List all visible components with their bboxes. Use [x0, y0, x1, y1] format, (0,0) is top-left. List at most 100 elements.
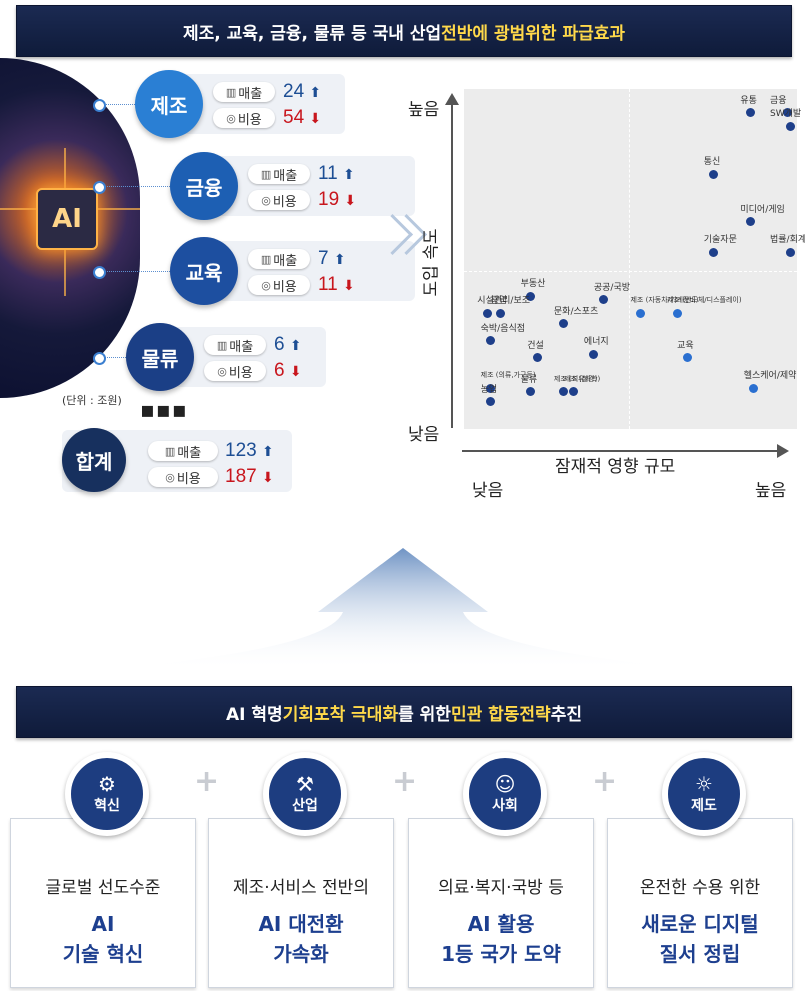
sector-connector: [98, 186, 170, 187]
sales-value: 7 ⬆: [318, 248, 346, 270]
quadrant-divider-v: [629, 89, 630, 429]
total-circle: 합계: [62, 428, 126, 492]
arrow-down-icon: ⬇: [343, 277, 355, 293]
arrow-down-icon: ⬇: [289, 363, 302, 379]
cost-tag: ◎ 비용: [248, 190, 310, 210]
chart-point: [482, 308, 492, 318]
bottom-banner: AI 혁명 기회포착 극대화 를 위한 민관 합동전략 추진: [16, 686, 792, 738]
sales-number: 7: [318, 248, 329, 269]
y-axis: [451, 100, 453, 428]
chart-point-label: 시설관리/보조: [477, 296, 531, 307]
arrow-down-icon: ⬇: [261, 469, 274, 485]
cost-label: 비용: [237, 112, 262, 128]
sales-tag: ▥ 매출: [248, 164, 310, 184]
sector-connector-dot: [93, 352, 106, 365]
society-icon: ☺: [494, 772, 516, 796]
ellipsis: ▪▪▪: [140, 398, 188, 423]
cost-tag: ◎ 비용: [204, 361, 266, 381]
pillar-name: 사회: [492, 798, 518, 814]
cost-tag: ◎ 비용: [248, 275, 310, 295]
x-axis-label: 잠재적 영향 규모: [555, 457, 676, 477]
pillar-name: 제도: [691, 798, 717, 814]
pillar-title-line1: AI 대전환: [258, 912, 344, 936]
chart-point-label: 미디어/게임: [740, 204, 785, 215]
pillar-subtitle: 온전한 수용 위한: [639, 878, 761, 898]
pillar-subtitle: 글로벌 선도수준: [45, 878, 161, 898]
quadrant-divider-h: [464, 271, 797, 272]
chart-point: [785, 121, 795, 131]
total-cost-tag: ◎ 비용: [148, 467, 218, 487]
chart-point-label: 통신: [703, 157, 721, 167]
sales-number: 11: [318, 163, 338, 184]
chart-icon: ▥: [164, 444, 176, 458]
pillar-subtitle: 의료·복지·국방 등: [438, 878, 564, 898]
pillar-title-line2: 기술 혁신: [62, 942, 144, 966]
industry-icon: ⚒: [296, 772, 314, 796]
chart-point: [496, 308, 506, 318]
chart-point-label: SW개발: [770, 109, 802, 120]
chart-point-label: 교육: [677, 340, 694, 351]
chart-point-label: 부동산: [520, 279, 546, 290]
scatter-chart-area: [464, 89, 797, 429]
chart-icon: ▥: [225, 85, 237, 99]
chart-point-label: 농업: [480, 384, 498, 395]
pillar-card: 글로벌 선도수준 AI 기술 혁신: [10, 818, 196, 988]
sector-connector: [98, 104, 135, 105]
chart-point: [569, 387, 579, 397]
pillar-name: 산업: [292, 798, 318, 814]
chart-point: [745, 217, 755, 227]
arrow-up-icon: ⬆: [289, 337, 302, 353]
chart-point: [486, 397, 496, 407]
x-axis-high: 높음: [755, 481, 787, 501]
cost-value: 11 ⬇: [318, 274, 355, 296]
y-axis-label: 도입 속도: [421, 228, 442, 297]
chart-point: [589, 349, 599, 359]
upward-arrow-icon: [98, 548, 708, 670]
y-axis-low: 낮음: [408, 425, 440, 445]
sales-number: 6: [274, 334, 285, 355]
sector-circle: 금융: [170, 152, 238, 220]
arrow-up-icon: ⬆: [309, 84, 322, 100]
pillar-circle: ☼ 제도: [662, 752, 746, 836]
sector-connector-dot: [93, 181, 106, 194]
sector-name: 제조: [150, 93, 188, 118]
chart-point-label: 에너지: [583, 337, 609, 348]
chart-point-label: 유통: [740, 95, 757, 106]
cost-number: 19: [318, 189, 340, 210]
pillar-title-line1: AI 활용: [467, 912, 535, 936]
bottom-banner-highlight-2: 민관 합동전략: [450, 704, 551, 725]
pillar-circle: ⚒ 산업: [263, 752, 347, 836]
sector-connector: [98, 271, 170, 272]
pillar-subtitle: 제조·서비스 전반의: [233, 878, 369, 898]
chart-point: [745, 108, 755, 118]
sales-label: 매출: [238, 86, 263, 102]
chart-point-label: 문화/스포츠: [553, 306, 599, 317]
chart-point-label: 제조 (석유화학): [553, 374, 601, 383]
sales-label: 매출: [229, 339, 254, 355]
pillar-card: 의료·복지·국방 등 AI 활용 1등 국가 도약: [408, 818, 594, 988]
cost-value: 54 ⬇: [283, 107, 321, 129]
sector-connector-dot: [93, 266, 106, 279]
x-axis-low: 낮음: [472, 481, 504, 501]
total-cost-number: 187: [225, 466, 257, 487]
chart-icon: ▥: [216, 338, 228, 352]
top-banner-highlight: 전반에 광범위한 파급효과: [441, 23, 626, 44]
pillar-title-line2: 질서 정립: [659, 942, 741, 966]
sales-number: 24: [283, 81, 305, 102]
y-axis-high: 높음: [408, 100, 440, 120]
chart-point-label: 헬스케어/제약: [743, 371, 797, 382]
sector-circle: 제조: [135, 70, 203, 138]
ai-chip: AI: [36, 188, 98, 250]
unit-label: (단위 : 조원): [62, 394, 122, 407]
cost-label: 비용: [228, 365, 253, 381]
chart-point-label: 광업: [490, 296, 508, 307]
chart-point-label: 제조 (의류,가구등): [480, 371, 536, 380]
cost-label: 비용: [272, 279, 297, 295]
chart-point: [532, 353, 542, 363]
chart-point: [672, 308, 682, 318]
innovation-icon: ⚙: [98, 772, 116, 796]
coin-icon: ◎: [261, 193, 271, 207]
chart-point-label: 법률/회계/경영자문: [770, 235, 805, 246]
chart-point-label: 물류: [520, 374, 538, 385]
chart-point: [526, 387, 536, 397]
